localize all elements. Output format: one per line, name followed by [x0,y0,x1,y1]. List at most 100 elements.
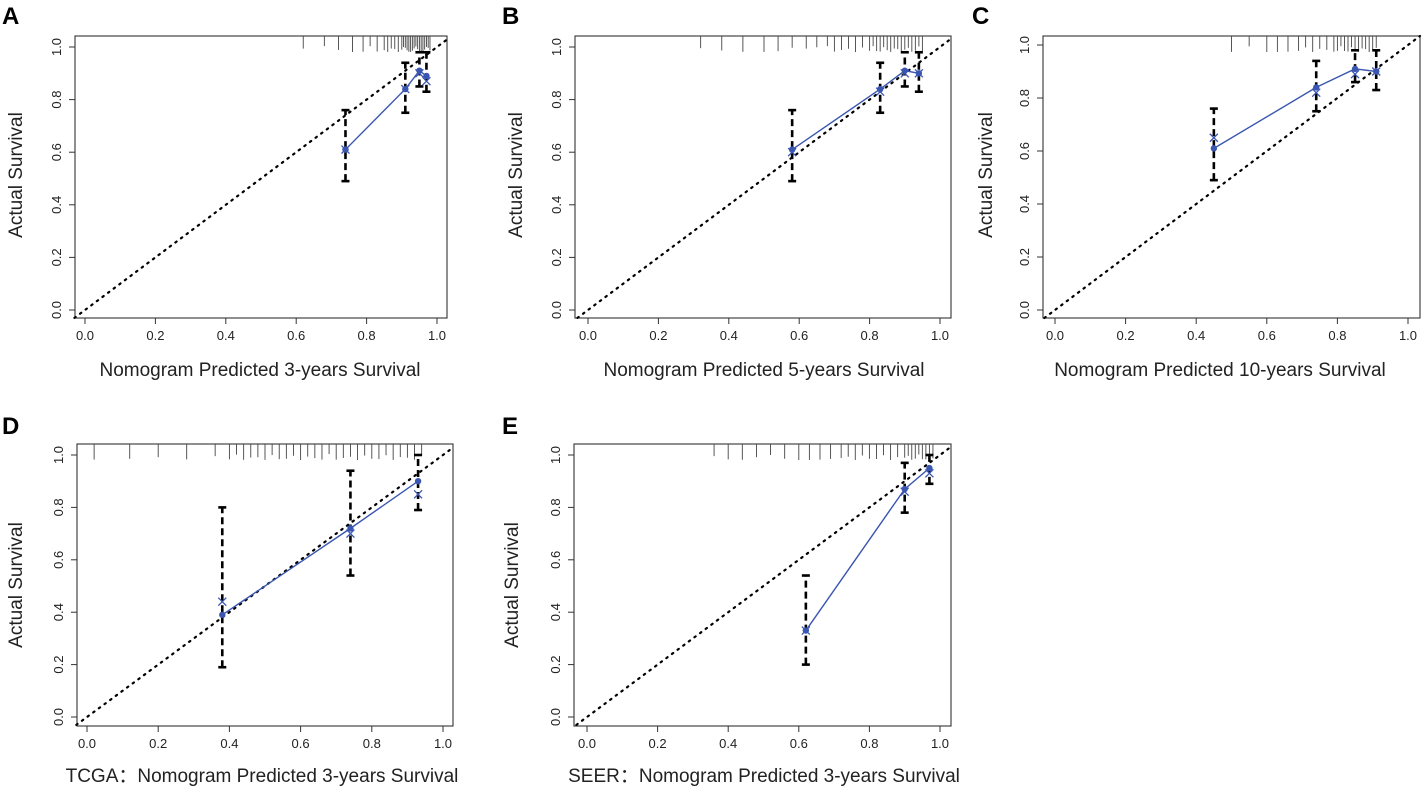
bias-corrected-marker [1350,69,1360,79]
y-tick-label: 0.4 [49,196,64,214]
x-tick-label: 0.6 [790,328,808,343]
x-tick-label: 0.4 [220,736,238,751]
x-tick-label: 0.6 [287,328,305,343]
bias-corrected-marker [914,68,924,78]
bias-corrected-marker [900,487,910,497]
x-tick-label: 0.0 [78,736,96,751]
panel-e: E Actual Survival SEER：Nomogram Predicte… [502,413,960,787]
calibration-line [344,69,427,151]
y-axis-title: Actual Survival [502,522,523,648]
y-tick-label: 1.0 [49,38,64,56]
y-tick-label: 0.0 [1017,301,1032,319]
x-tick-label: 0.0 [578,736,596,751]
y-tick-label: 0.0 [548,708,563,726]
panel-letter: C [972,3,989,30]
ideal-diagonal [73,38,449,319]
bias-corrected-marker [801,626,811,635]
x-tick-label: 0.2 [146,328,164,343]
calibration-line [791,69,920,151]
x-tick-label: 0.0 [1046,328,1064,343]
x-axis-title: Nomogram Predicted 5-years Survival [603,360,924,381]
x-tick-label: 0.2 [649,736,667,751]
y-tick-label: 0.2 [49,248,64,266]
plot-frame [573,443,952,727]
y-tick-label: 0.0 [51,708,66,726]
bias-corrected-marker [900,68,910,78]
y-tick-label: 0.6 [49,143,64,161]
plot-frame [574,35,952,319]
x-tick-label: 0.8 [860,736,878,751]
panel-b: B Actual Survival Nomogram Predicted 5-y… [502,3,953,381]
x-tick-label: 0.8 [861,328,879,343]
bias-corrected-marker [341,145,350,155]
bias-corrected-marker [1209,133,1219,143]
x-tick-label: 0.4 [720,328,738,343]
x-tick-label: 0.6 [1258,328,1276,343]
panel-a: A Actual Survival Nomogram Predicted 3-y… [2,3,449,381]
bias-corrected-marker [875,87,885,97]
x-tick-label: 0.0 [579,328,597,343]
x-tick-label: 0.2 [1117,328,1135,343]
x-tick-label: 0.8 [363,736,381,751]
x-tick-label: 0.8 [1328,328,1346,343]
bias-corrected-marker [414,68,424,78]
bias-corrected-marker [1311,88,1321,98]
y-tick-label: 0.2 [51,656,66,674]
y-tick-label: 1.0 [548,446,563,464]
y-axis-title: Actual Survival [506,112,527,238]
observed-point [423,72,430,80]
ideal-diagonal [576,37,953,319]
calibration-line [1213,68,1377,149]
panel-d: D Actual Survival TCGA：Nomogram Predicte… [2,413,458,787]
y-tick-label: 0.0 [549,301,564,319]
y-tick-label: 0.2 [548,656,563,674]
bias-corrected-marker [400,84,410,94]
calibration-line [805,467,930,631]
x-tick-label: 0.6 [292,736,310,751]
ideal-diagonal [575,445,953,726]
y-tick-label: 0.4 [548,603,563,621]
bias-corrected-marker [787,147,797,157]
ideal-diagonal [1043,34,1422,320]
x-tick-label: 0.8 [358,328,376,343]
plot-frame [74,35,448,319]
y-tick-label: 0.2 [1017,248,1032,266]
y-tick-label: 1.0 [549,38,564,56]
y-tick-label: 0.6 [1017,142,1032,160]
panel-letter: A [2,3,19,30]
y-tick-label: 0.8 [1017,89,1032,107]
y-tick-label: 0.6 [548,551,563,569]
x-axis-title: TCGA：Nomogram Predicted 3-years Survival [66,766,459,787]
y-tick-label: 0.8 [51,498,66,516]
y-tick-label: 0.2 [549,248,564,266]
y-axis-title: Actual Survival [976,112,997,238]
x-tick-label: 1.0 [434,736,452,751]
y-axis-title: Actual Survival [6,522,27,648]
y-tick-label: 1.0 [51,446,66,464]
x-axis-title: Nomogram Predicted 10-years Survival [1054,360,1386,381]
x-tick-label: 0.0 [76,328,94,343]
y-tick-label: 0.8 [548,498,563,516]
y-tick-label: 0.6 [51,551,66,569]
observed-point [1210,145,1218,152]
observed-point [414,478,422,485]
panel-letter: E [502,413,518,440]
x-tick-label: 1.0 [931,328,949,343]
ideal-diagonal [75,446,455,726]
observed-point [926,464,933,472]
panel-letter: D [2,413,19,440]
x-tick-label: 0.2 [149,736,167,751]
calibration-line [221,480,419,616]
bias-corrected-marker [421,76,431,86]
observed-point [219,611,226,619]
y-tick-label: 0.4 [1017,195,1032,213]
x-tick-label: 0.4 [719,736,737,751]
x-tick-label: 0.2 [649,328,667,343]
bias-corrected-marker [1371,67,1381,76]
y-tick-label: 0.4 [549,196,564,214]
bias-corrected-marker [924,468,934,478]
observed-point [1313,84,1320,91]
y-tick-label: 0.4 [51,603,66,621]
x-axis-title: SEER：Nomogram Predicted 3-years Survival [568,766,960,787]
y-tick-label: 0.8 [549,91,564,109]
